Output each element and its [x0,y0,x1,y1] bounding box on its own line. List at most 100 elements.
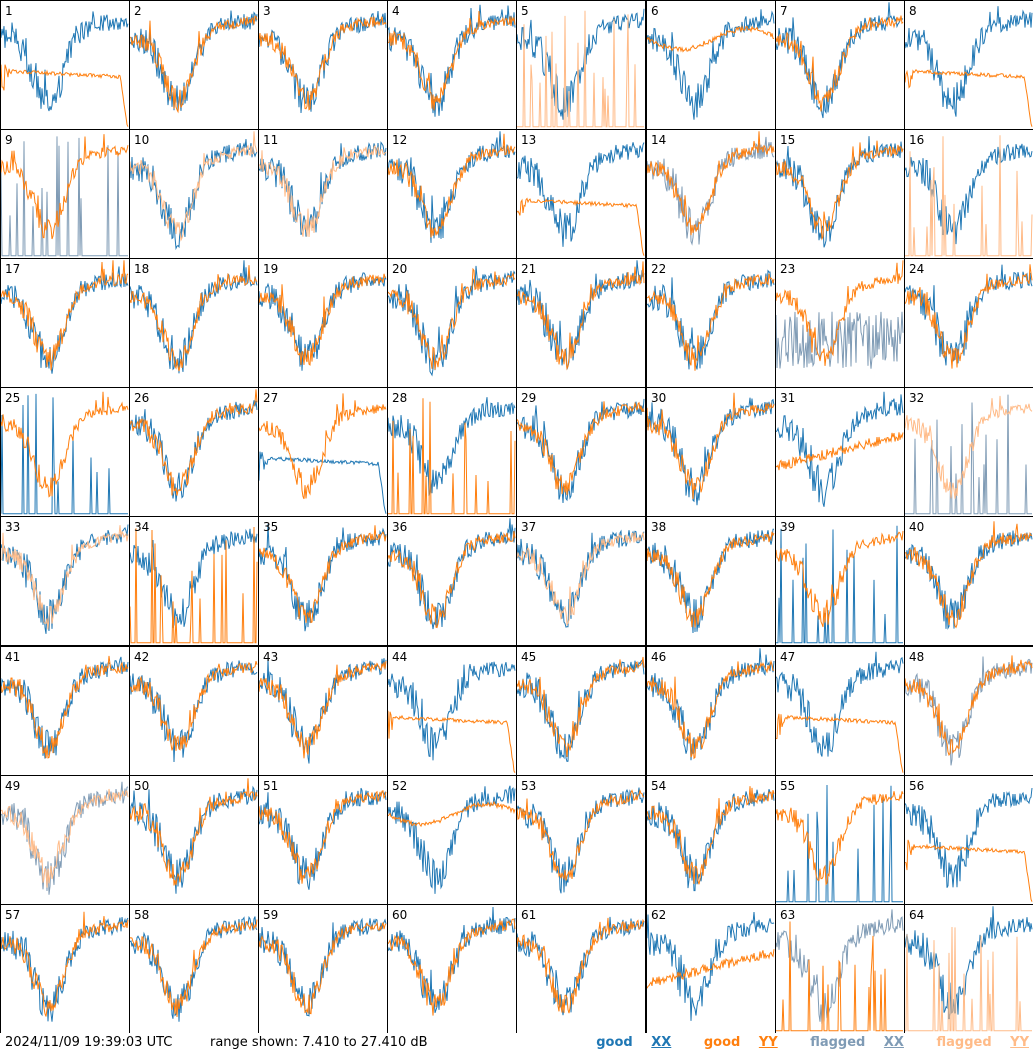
series-xx-flagged [905,394,1032,515]
series-xx-good [130,785,258,894]
series-yy-good [905,521,1033,629]
legend: good XX good YY flagged XX flagged YY [568,1033,1029,1053]
legend-flagged-xx: flagged XX [796,1035,908,1050]
series-xx-flagged [1,136,128,257]
panel-36: 36 [387,516,517,646]
panel-frame [129,904,259,1033]
panel-number: 5 [521,4,529,18]
series-xx-good [388,397,516,497]
panel-23: 23 [775,258,905,388]
panel-38: 38 [646,516,776,646]
panel-number: 48 [909,650,924,664]
series-xx-good [517,916,645,1016]
panel-number: 32 [909,391,924,405]
legend-good-yy-label: good [703,1035,741,1050]
series-yy-flagged [905,395,1033,499]
panel-frame [387,775,517,905]
panel-35: 35 [258,516,388,646]
panel-14: 14 [646,129,776,259]
panel-number: 54 [651,779,666,793]
panel-3: 3 [258,0,388,130]
series-yy-good [517,917,645,1014]
panel-12: 12 [387,129,517,259]
panel-number: 24 [909,262,924,276]
panel-number: 26 [134,391,149,405]
panel-number: 46 [651,650,666,664]
panel-37: 37 [516,516,646,646]
series-xx-good [388,4,516,117]
series-xx-good [130,260,258,374]
panel-28: 28 [387,387,517,517]
series-yy-good [517,197,645,256]
panel-number: 18 [134,262,149,276]
panel-number: 17 [5,262,20,276]
panel-11: 11 [258,129,388,259]
series-xx-good [1,524,129,634]
series-xx-flagged [1,781,129,895]
panel-31: 31 [775,387,905,517]
legend-flagged-yy-label: flagged [936,1035,992,1050]
series-yy-good [259,273,387,366]
series-xx-good [388,265,516,377]
panel-number: 3 [263,4,271,18]
panel-48: 48 [904,646,1033,776]
panel-number: 43 [263,650,278,664]
series-xx-good [905,906,1033,1020]
panel-frame [775,646,905,776]
panel-number: 2 [134,4,142,18]
panel-number: 51 [263,779,278,793]
series-yy-good [259,660,387,759]
panel-number: 1 [5,4,13,18]
series-yy-good [259,921,387,1015]
panel-number: 59 [263,908,278,922]
panel-number: 39 [780,520,795,534]
panel-number: 53 [521,779,536,793]
series-yy-flagged [1,525,129,630]
panel-frame [646,0,776,130]
panel-number: 23 [780,262,795,276]
series-yy-good [905,69,1033,127]
series-xx-good [905,787,1033,888]
series-xx-good [388,661,516,761]
panel-number: 45 [521,650,536,664]
series-xx-good [776,784,903,903]
panel-44: 44 [387,646,517,776]
panel-number: 62 [651,908,666,922]
panel-61: 61 [516,904,646,1033]
series-yy-good [517,261,645,371]
panel-number: 36 [392,520,407,534]
panel-number: 11 [263,133,278,147]
panel-21: 21 [516,258,646,388]
panel-number: 50 [134,779,149,793]
series-yy-good [1,655,129,759]
series-yy-good [776,713,904,773]
panel-number: 31 [780,391,795,405]
panel-6: 6 [646,0,776,130]
panel-number: 22 [651,262,666,276]
panel-45: 45 [516,646,646,776]
panel-number: 38 [651,520,666,534]
panel-50: 50 [129,775,259,905]
panel-number: 44 [392,650,407,664]
legend-good-xx-pol: XX [651,1035,672,1050]
panel-8: 8 [904,0,1033,130]
panel-9: 9 [0,129,130,259]
series-yy-good [1,64,129,127]
panel-number: 20 [392,262,407,276]
series-xx-flagged [905,656,1033,766]
legend-good-xx: good XX [582,1035,676,1050]
panel-53: 53 [516,775,646,905]
panel-18: 18 [129,258,259,388]
panel-30: 30 [646,387,776,517]
panel-number: 12 [392,133,407,147]
panel-19: 19 [258,258,388,388]
panel-49: 49 [0,775,130,905]
panel-number: 56 [909,779,924,793]
series-yy-good [905,655,1033,757]
panel-number: 7 [780,4,788,18]
panel-number: 16 [909,133,924,147]
series-xx-good [776,391,904,507]
panel-number: 34 [134,520,149,534]
panel-number: 8 [909,4,917,18]
series-yy-flagged [517,10,644,128]
